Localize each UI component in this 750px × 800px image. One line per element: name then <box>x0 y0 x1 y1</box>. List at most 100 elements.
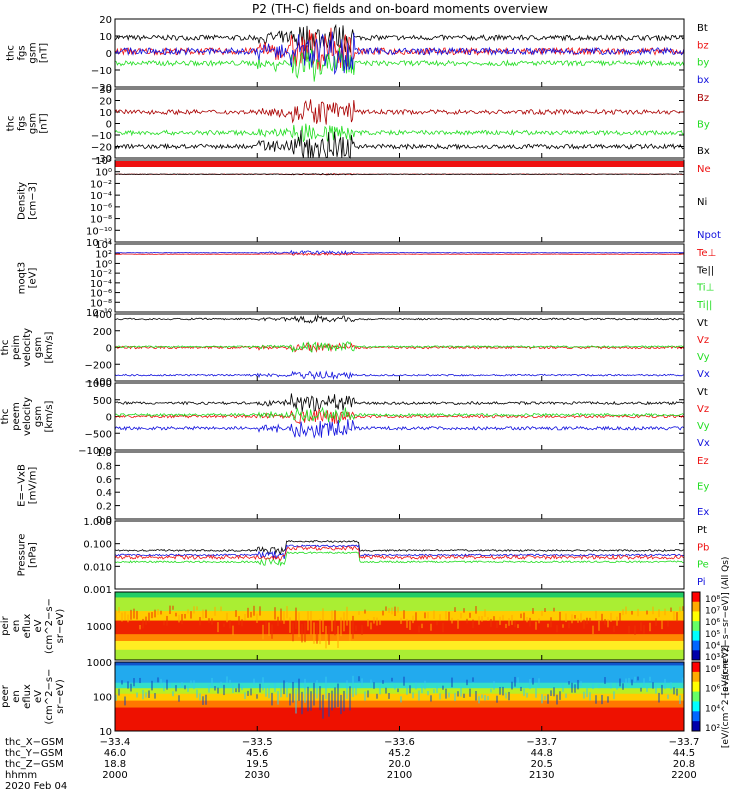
panel-9-texture <box>502 686 504 696</box>
panel-9-ylabel-line: eflux <box>22 684 33 709</box>
panel-4-series-Vy <box>114 341 685 353</box>
panel-9-band <box>115 693 684 702</box>
panel-8-band <box>115 597 684 612</box>
panel-9-colorbar-swatch <box>692 701 700 712</box>
panel-8-texture <box>595 610 597 619</box>
panel-2-ytick-label: 10² <box>95 156 112 167</box>
panel-9-texture <box>406 685 408 695</box>
panel-9-texture <box>625 678 627 687</box>
panel-9-texture <box>262 677 264 691</box>
panel-9-colorbar-frame <box>691 661 701 732</box>
panel-8-texture <box>214 606 216 616</box>
panel-0-series-Bt <box>114 23 685 53</box>
panel-9-texture <box>598 684 600 689</box>
panel-5-ytick-label: 500 <box>93 396 112 407</box>
panel-9-texture <box>118 688 120 696</box>
panel-9-texture <box>484 694 486 701</box>
panel-8-texture <box>496 622 498 629</box>
panel-1-ytick-label: 30 <box>99 85 112 96</box>
panel-1-ylabel-line: thc <box>6 116 17 132</box>
xaxis-row-value: 20.5 <box>531 759 553 770</box>
panel-9-texture <box>127 681 129 689</box>
panel-8-texture <box>604 619 606 625</box>
xaxis-row-value: 46.0 <box>104 748 126 759</box>
panel-9-texture <box>337 683 339 707</box>
panel-9-texture <box>352 675 354 698</box>
panel-8-texture <box>412 615 414 624</box>
panel-2-ytick-label: 10⁻¹⁰ <box>86 226 112 237</box>
panel-8-texture <box>457 619 459 629</box>
panel-9-band <box>115 682 684 689</box>
panel-9-texture <box>580 681 582 686</box>
panel-8-texture <box>391 607 393 615</box>
panel-9-texture <box>205 694 207 705</box>
panel-9-texture <box>268 685 270 699</box>
panel-8-texture <box>472 619 474 629</box>
panel-8-texture <box>235 610 237 617</box>
panel-8-texture <box>184 613 186 619</box>
panel-4-ylabel-line: thc <box>0 340 11 356</box>
panel-7-ylabel-line: Pressure <box>17 534 28 577</box>
panel-8-texture <box>517 624 519 629</box>
panel-2-thick-band <box>115 161 684 167</box>
panel-0-ytick-label: −20 <box>91 83 112 94</box>
xaxis-row-value: −33.6 <box>384 737 415 748</box>
panel-9-texture <box>115 694 117 701</box>
panel-5-series-Vz <box>114 408 685 425</box>
panel-8-texture <box>568 621 570 629</box>
panel-9-ylabel-line: (cm^2−s− <box>44 669 55 725</box>
panel-9-texture <box>394 684 396 690</box>
panel-5-legend-Vy: Vy <box>697 421 710 432</box>
panel-9-texture <box>517 677 519 683</box>
panel-8-texture <box>169 605 171 615</box>
panel-8-texture <box>202 609 204 619</box>
panel-9-texture <box>145 692 147 698</box>
panel-8-texture <box>628 625 630 634</box>
panel-8-texture <box>151 612 153 619</box>
panel-9-texture <box>238 683 240 693</box>
panel-8-texture <box>268 622 270 636</box>
panel-9-texture <box>175 685 177 692</box>
panel-8-texture <box>283 611 285 624</box>
xaxis-row-value: 44.8 <box>531 748 553 759</box>
panel-8-texture <box>352 615 354 639</box>
panel-9-texture <box>229 679 231 684</box>
panel-9-texture <box>481 694 483 699</box>
panel-9-colorbar-tick: 10⁶ <box>705 685 720 695</box>
panel-9-texture <box>160 678 162 685</box>
panel-4-ylabel-line: peim <box>11 335 22 360</box>
panel-9-texture <box>421 684 423 694</box>
panel-8-ylabel-line: sr−eV) <box>55 609 66 644</box>
panel-9-texture <box>358 676 360 682</box>
panel-8-texture <box>160 610 162 615</box>
panel-9-colorbar-swatch <box>692 671 700 683</box>
panel-9-texture <box>388 693 390 699</box>
panel-9-texture <box>673 687 675 695</box>
panel-8-texture <box>415 612 417 621</box>
panel-9-band <box>115 707 684 732</box>
panel-9-texture <box>646 687 648 692</box>
panel-9-texture <box>616 683 618 690</box>
panel-8-texture <box>454 607 456 612</box>
panel-8-texture <box>544 608 546 612</box>
panel-8-texture <box>163 620 165 626</box>
panel-8-texture <box>211 618 213 625</box>
panel-9-texture <box>274 683 276 692</box>
panel-8-texture <box>493 616 495 621</box>
panel-8-texture <box>262 624 264 640</box>
panel-9-texture <box>343 690 345 712</box>
panel-9-texture <box>604 677 606 684</box>
panel-9-texture <box>151 680 153 691</box>
xaxis-row-value: −33.7 <box>669 737 700 748</box>
panel-0-ytick-label: 10 <box>99 32 112 43</box>
panel-4-ytick-label: −200 <box>85 360 112 371</box>
panel-8-band <box>115 640 684 651</box>
panel-9-texture <box>364 691 366 701</box>
panel-2-ytick-label: 10⁻² <box>90 179 112 190</box>
panel-8-texture <box>610 612 612 622</box>
panel-9-texture <box>514 676 516 687</box>
panel-9-texture <box>415 682 417 690</box>
panel-8-texture <box>361 625 363 635</box>
panel-8-ylabel-line: eV <box>33 619 44 632</box>
panel-9-texture <box>538 678 540 688</box>
